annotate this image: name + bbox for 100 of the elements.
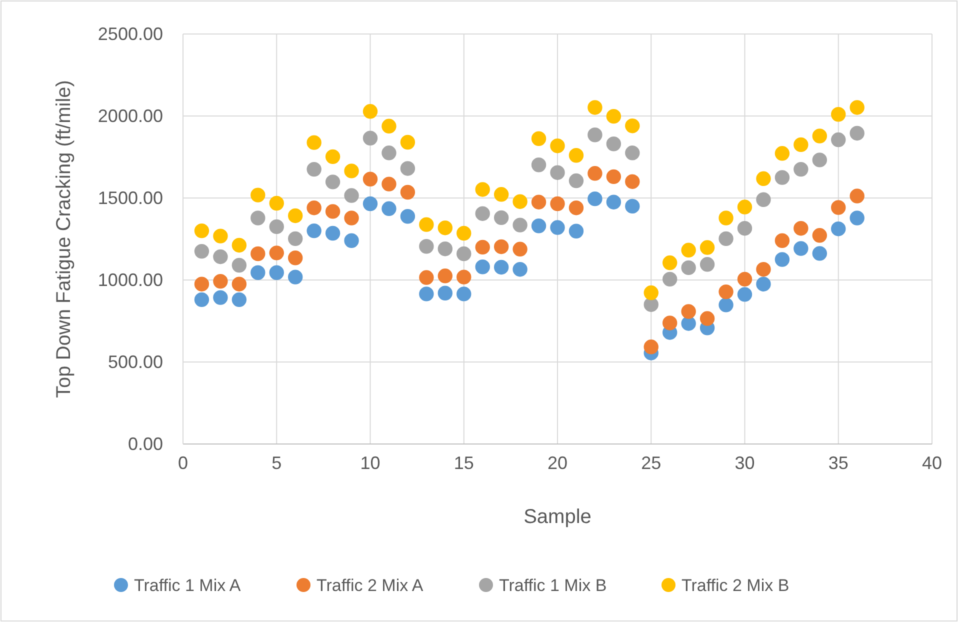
point (232, 238, 247, 253)
point (850, 100, 864, 115)
point (737, 200, 752, 214)
y-tick-label: 1500.00 (98, 188, 163, 208)
point (737, 272, 752, 287)
point (306, 162, 322, 177)
point (250, 246, 266, 262)
point (531, 218, 546, 234)
point (362, 172, 378, 186)
point (831, 200, 846, 215)
point (475, 206, 490, 221)
point (250, 210, 266, 226)
point (774, 146, 790, 161)
point (475, 260, 490, 274)
point (456, 246, 472, 262)
point (588, 128, 602, 142)
point (531, 131, 546, 146)
point (718, 210, 734, 226)
point (382, 146, 396, 160)
point (812, 152, 828, 168)
y-tick-label: 2500.00 (98, 24, 163, 44)
point (831, 221, 846, 236)
point (588, 191, 602, 206)
point (194, 276, 210, 292)
legend-label: Traffic 1 Mix B (499, 576, 607, 595)
point (306, 135, 322, 150)
point (531, 158, 546, 172)
point (681, 316, 696, 331)
point (512, 262, 528, 277)
point (438, 286, 453, 300)
legend-label: Traffic 2 Mix B (682, 576, 790, 595)
x-tick-label: 15 (454, 452, 474, 473)
point (494, 260, 509, 275)
point (475, 182, 490, 197)
point (475, 240, 490, 255)
point (662, 272, 678, 287)
x-tick-label: 20 (547, 452, 568, 473)
point (213, 228, 228, 244)
point (269, 246, 284, 260)
point (250, 265, 266, 280)
point (362, 196, 378, 212)
point (812, 246, 828, 261)
x-tick-label: 35 (828, 452, 848, 473)
point (362, 130, 378, 146)
point (718, 298, 734, 312)
point (850, 210, 864, 226)
point (718, 284, 734, 300)
point (344, 210, 359, 226)
x-tick-label: 10 (360, 452, 380, 473)
point (438, 242, 453, 256)
point (512, 242, 528, 257)
point (681, 260, 696, 276)
point (269, 265, 284, 280)
point (662, 255, 678, 270)
x-axis-title: Sample (524, 506, 592, 528)
point (494, 239, 509, 254)
point (794, 162, 808, 177)
point (344, 188, 359, 203)
point (794, 241, 808, 256)
point (344, 164, 359, 178)
point (644, 285, 658, 300)
point (213, 274, 228, 289)
y-tick-label: 1000.00 (98, 270, 163, 290)
point (644, 340, 658, 354)
point (288, 208, 303, 224)
point (456, 286, 472, 302)
point (325, 149, 340, 164)
point (232, 292, 247, 308)
point (550, 196, 565, 212)
point (681, 242, 696, 258)
point (850, 188, 864, 204)
point (794, 137, 808, 152)
x-tick-label: 25 (641, 452, 662, 473)
point (288, 250, 303, 266)
point (625, 118, 640, 134)
legend-label: Traffic 2 Mix A (316, 576, 424, 595)
point (194, 223, 210, 238)
point (456, 226, 472, 241)
point (550, 165, 565, 180)
point (344, 233, 359, 248)
point (400, 161, 416, 176)
point (681, 304, 696, 319)
y-tick-label: 2000.00 (98, 106, 163, 126)
point (362, 104, 378, 119)
point (812, 228, 828, 243)
point (512, 218, 528, 232)
point (774, 252, 790, 267)
point (419, 239, 434, 254)
point (325, 174, 340, 190)
point (494, 210, 509, 226)
point (382, 118, 396, 134)
point (662, 316, 678, 330)
point (568, 224, 584, 238)
point (774, 170, 790, 185)
point (213, 290, 228, 305)
point (288, 270, 303, 284)
point (588, 100, 602, 115)
x-tick-label: 0 (178, 452, 188, 473)
point (194, 244, 210, 259)
point (831, 132, 846, 148)
